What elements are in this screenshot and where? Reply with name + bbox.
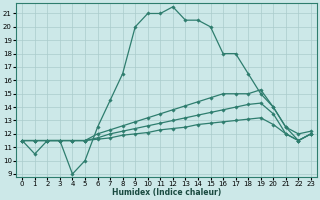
X-axis label: Humidex (Indice chaleur): Humidex (Indice chaleur) bbox=[112, 188, 221, 197]
